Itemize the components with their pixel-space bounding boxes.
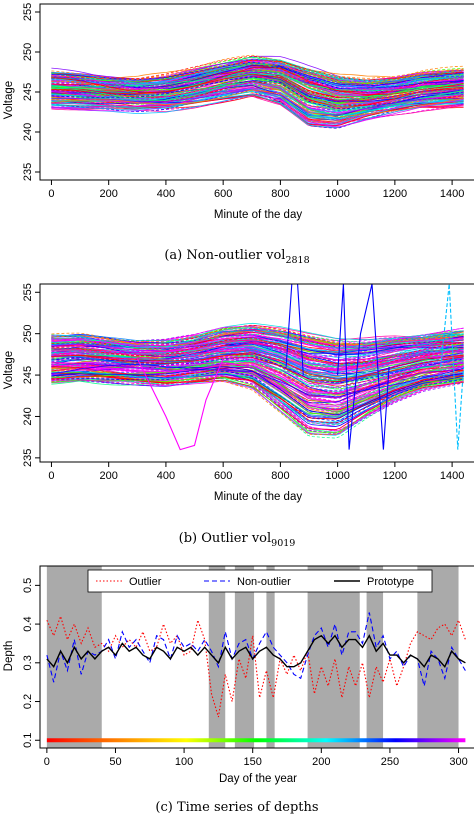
caption-c-text: (c) Time series of depths: [155, 800, 318, 815]
chart-b-xtick-label: 0: [48, 470, 54, 482]
chart-a-xtick-label: 200: [100, 188, 118, 200]
chart-c-shaded-interval: [367, 566, 383, 748]
chart-c-xtick-label: 250: [381, 756, 399, 768]
chart-b-ytick-label: 255: [22, 283, 34, 301]
chart-a-xtick-label: 0: [48, 188, 54, 200]
caption-c: (c) Time series of depths: [0, 792, 474, 822]
chart-c-shaded-interval: [308, 566, 360, 748]
chart-b-xtick-label: 1000: [325, 470, 349, 482]
svg-text:(a) Non-outlier vol2818: (a) Non-outlier vol2818: [164, 248, 309, 266]
svg-text:(b) Outlier vol9019: (b) Outlier vol9019: [179, 531, 296, 549]
chart-a: 0 200 400 600 800 1000 1200 1400 235 240 245 250 255…: [0, 0, 474, 230]
chart-c-series-outlier: [47, 616, 466, 717]
chart-b-xtick-label: 800: [271, 470, 289, 482]
chart-b-xtick-label: 400: [157, 470, 175, 482]
chart-c-plot: Outlier Non-outlier Prototype 0 50 100 150 200 2…: [22, 566, 474, 768]
chart-c-ytick-label: 0.1: [22, 733, 34, 748]
chart-c-ytick-label: 0.4: [22, 616, 34, 631]
chart-b-ytick-label: 235: [22, 449, 34, 467]
chart-b: 0 200 400 600 800 1000 1200 1400 235 240 245 250 255…: [0, 278, 474, 508]
chart-c-xlabel: Day of the year: [219, 773, 297, 785]
chart-b-plot: 0 200 400 600 800 1000 1200 1400 235 240 245 250 255: [22, 283, 474, 482]
chart-c-shaded-interval: [209, 566, 225, 748]
chart-c-ytick-label: 0.5: [22, 578, 34, 593]
chart-a-ytick-label: 250: [22, 43, 34, 61]
chart-b-xtick-label: 600: [214, 470, 232, 482]
caption-a: (a) Non-outlier vol2818: [0, 240, 474, 270]
chart-a-xtick-label: 1400: [440, 188, 464, 200]
chart-c-xtick-label: 50: [109, 756, 121, 768]
chart-c-ylabel: Depth: [3, 641, 15, 672]
chart-c-xtick-label: 100: [175, 756, 193, 768]
chart-c-baseline: [47, 738, 466, 742]
chart-c-xtick-label: 300: [449, 756, 467, 768]
chart-a-xtick-label: 1200: [383, 188, 407, 200]
chart-b-ytick-label: 240: [22, 407, 34, 425]
chart-c-xtick-label: 0: [44, 756, 50, 768]
chart-c-ytick-label: 0.3: [22, 655, 34, 670]
chart-c-legend-label: Prototype: [367, 576, 414, 588]
caption-b: (b) Outlier vol9019: [0, 523, 474, 553]
chart-a-ylabel: Voltage: [3, 81, 15, 119]
chart-a-xtick-label: 400: [157, 188, 175, 200]
svg-text:(c) Time series of depths: (c) Time series of depths: [155, 800, 318, 815]
chart-a-xtick-label: 600: [214, 188, 232, 200]
chart-c-legend-label: Non-outlier: [237, 576, 291, 588]
chart-b-ytick-label: 250: [22, 324, 34, 342]
chart-b-ylabel: Voltage: [3, 351, 15, 389]
chart-a-curves: [51, 55, 463, 128]
chart-c-ytick-label: 0.2: [22, 694, 34, 709]
chart-c-legend-label: Outlier: [129, 576, 162, 588]
chart-a-ytick-label: 235: [22, 163, 34, 181]
caption-a-text: (a) Non-outlier vol: [164, 248, 285, 263]
chart-a-ytick-label: 255: [22, 3, 34, 21]
caption-a-sub: 2818: [285, 255, 309, 266]
chart-b-ytick-label: 245: [22, 366, 34, 384]
chart-c-shaded-interval: [266, 566, 274, 748]
chart-c-xtick-label: 150: [244, 756, 262, 768]
chart-c-shaded-interval: [417, 566, 458, 748]
chart-c-xtick-label: 200: [312, 756, 330, 768]
chart-a-xtick-label: 1000: [325, 188, 349, 200]
chart-a-xlabel: Minute of the day: [214, 209, 302, 221]
chart-b-xtick-label: 200: [100, 470, 118, 482]
caption-b-text: (b) Outlier vol: [179, 531, 272, 546]
chart-b-curves: [51, 284, 463, 450]
chart-c-legend: Outlier Non-outlier Prototype: [88, 570, 432, 592]
chart-a-plot: 0 200 400 600 800 1000 1200 1400 235 240 245 250 255: [22, 3, 474, 200]
chart-b-xtick-label: 1400: [440, 470, 464, 482]
caption-b-sub: 9019: [271, 538, 295, 549]
chart-a-xtick-label: 800: [271, 188, 289, 200]
chart-a-ytick-label: 245: [22, 83, 34, 101]
chart-c: Outlier Non-outlier Prototype 0 50 100 150 200 2…: [0, 556, 474, 788]
chart-a-ytick-label: 240: [22, 123, 34, 141]
chart-b-xlabel: Minute of the day: [214, 491, 302, 503]
chart-b-xtick-label: 1200: [383, 470, 407, 482]
